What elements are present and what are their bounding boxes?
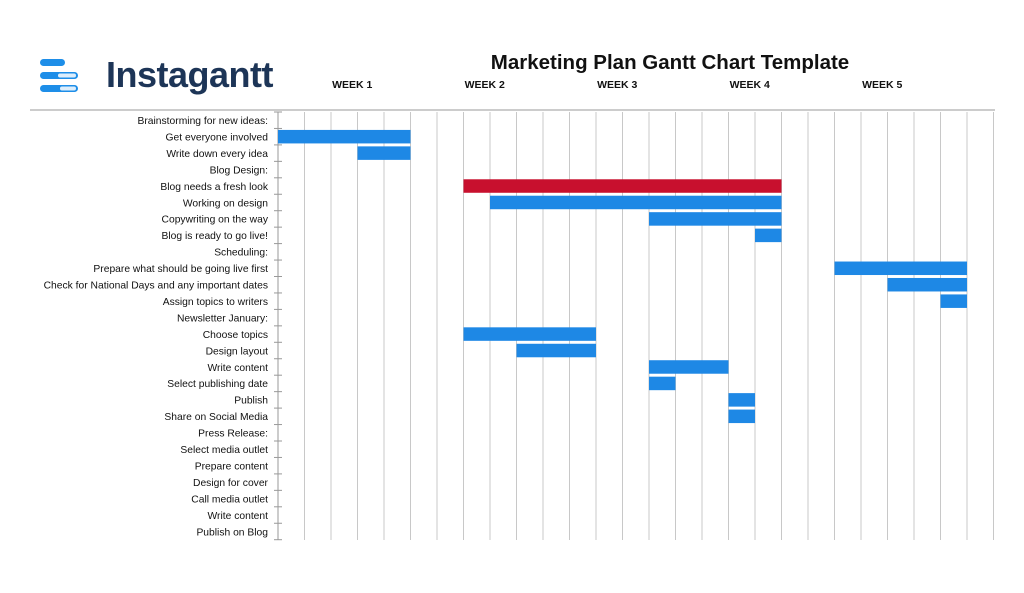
task-label: Publish on Blog: [196, 527, 268, 538]
task-bar: [728, 393, 755, 407]
week-labels: WEEK 1 WEEK 2 WEEK 3 WEEK 4 WEEK 5: [332, 79, 902, 91]
task-label: Select publishing date: [167, 379, 268, 390]
task-label: Prepare what should be going live first: [93, 264, 268, 275]
task-label: Call media outlet: [191, 494, 268, 505]
task-label: Select media outlet: [180, 445, 268, 456]
task-label: Write content: [208, 511, 269, 522]
task-bar: [728, 409, 755, 424]
task-label: Blog needs a fresh look: [160, 182, 268, 193]
task-label: Brainstorming for new ideas:: [138, 116, 269, 127]
task-bar: [278, 129, 411, 144]
day-gridlines: [304, 112, 994, 540]
task-label: Design for cover: [193, 478, 269, 489]
row-ticks: [274, 111, 282, 541]
task-label: Publish: [234, 396, 268, 407]
task-label: Blog Design:: [210, 165, 268, 176]
brand-name: Instagantt: [106, 54, 274, 95]
task-label: Get everyone involved: [166, 132, 269, 143]
critical-task-bar: [463, 179, 782, 193]
week-label: WEEK 2: [465, 79, 505, 91]
task-label: Assign topics to writers: [163, 297, 268, 308]
task-label: Prepare content: [195, 461, 268, 472]
task-label: Copywriting on the way: [162, 215, 269, 226]
task-label: Choose topics: [203, 330, 268, 341]
task-label: Check for National Days and any importan…: [44, 281, 268, 292]
task-bar: [649, 360, 729, 374]
task-labels: Brainstorming for new ideas: Get everyone…: [44, 116, 269, 538]
task-label: Write content: [208, 363, 269, 374]
task-bars: [278, 129, 967, 424]
task-bar: [649, 212, 782, 226]
task-bar: [516, 343, 596, 358]
task-bar: [940, 294, 967, 308]
task-bar: [357, 146, 411, 160]
task-label: Write down every idea: [166, 149, 268, 160]
week-label: WEEK 3: [597, 79, 637, 91]
task-bar: [490, 195, 782, 210]
task-label: Scheduling:: [214, 248, 268, 259]
instagantt-logo: Instagantt: [40, 54, 290, 98]
logo-bars-icon: [40, 59, 78, 92]
week-label: WEEK 5: [862, 79, 902, 91]
task-label: Working on design: [183, 198, 268, 209]
task-bar: [755, 228, 782, 243]
week-label: WEEK 1: [332, 79, 372, 91]
task-label: Share on Social Media: [164, 412, 268, 423]
task-label: Press Release:: [198, 429, 268, 440]
task-label: Design layout: [206, 346, 269, 357]
task-bar: [887, 277, 967, 292]
chart-title: Marketing Plan Gantt Chart Template: [491, 51, 849, 74]
task-bar: [649, 376, 676, 391]
task-label: Blog is ready to go live!: [162, 231, 268, 242]
week-label: WEEK 4: [730, 79, 770, 91]
task-label: Newsletter January:: [177, 313, 268, 324]
task-bar: [834, 261, 967, 276]
task-bar: [463, 327, 596, 341]
